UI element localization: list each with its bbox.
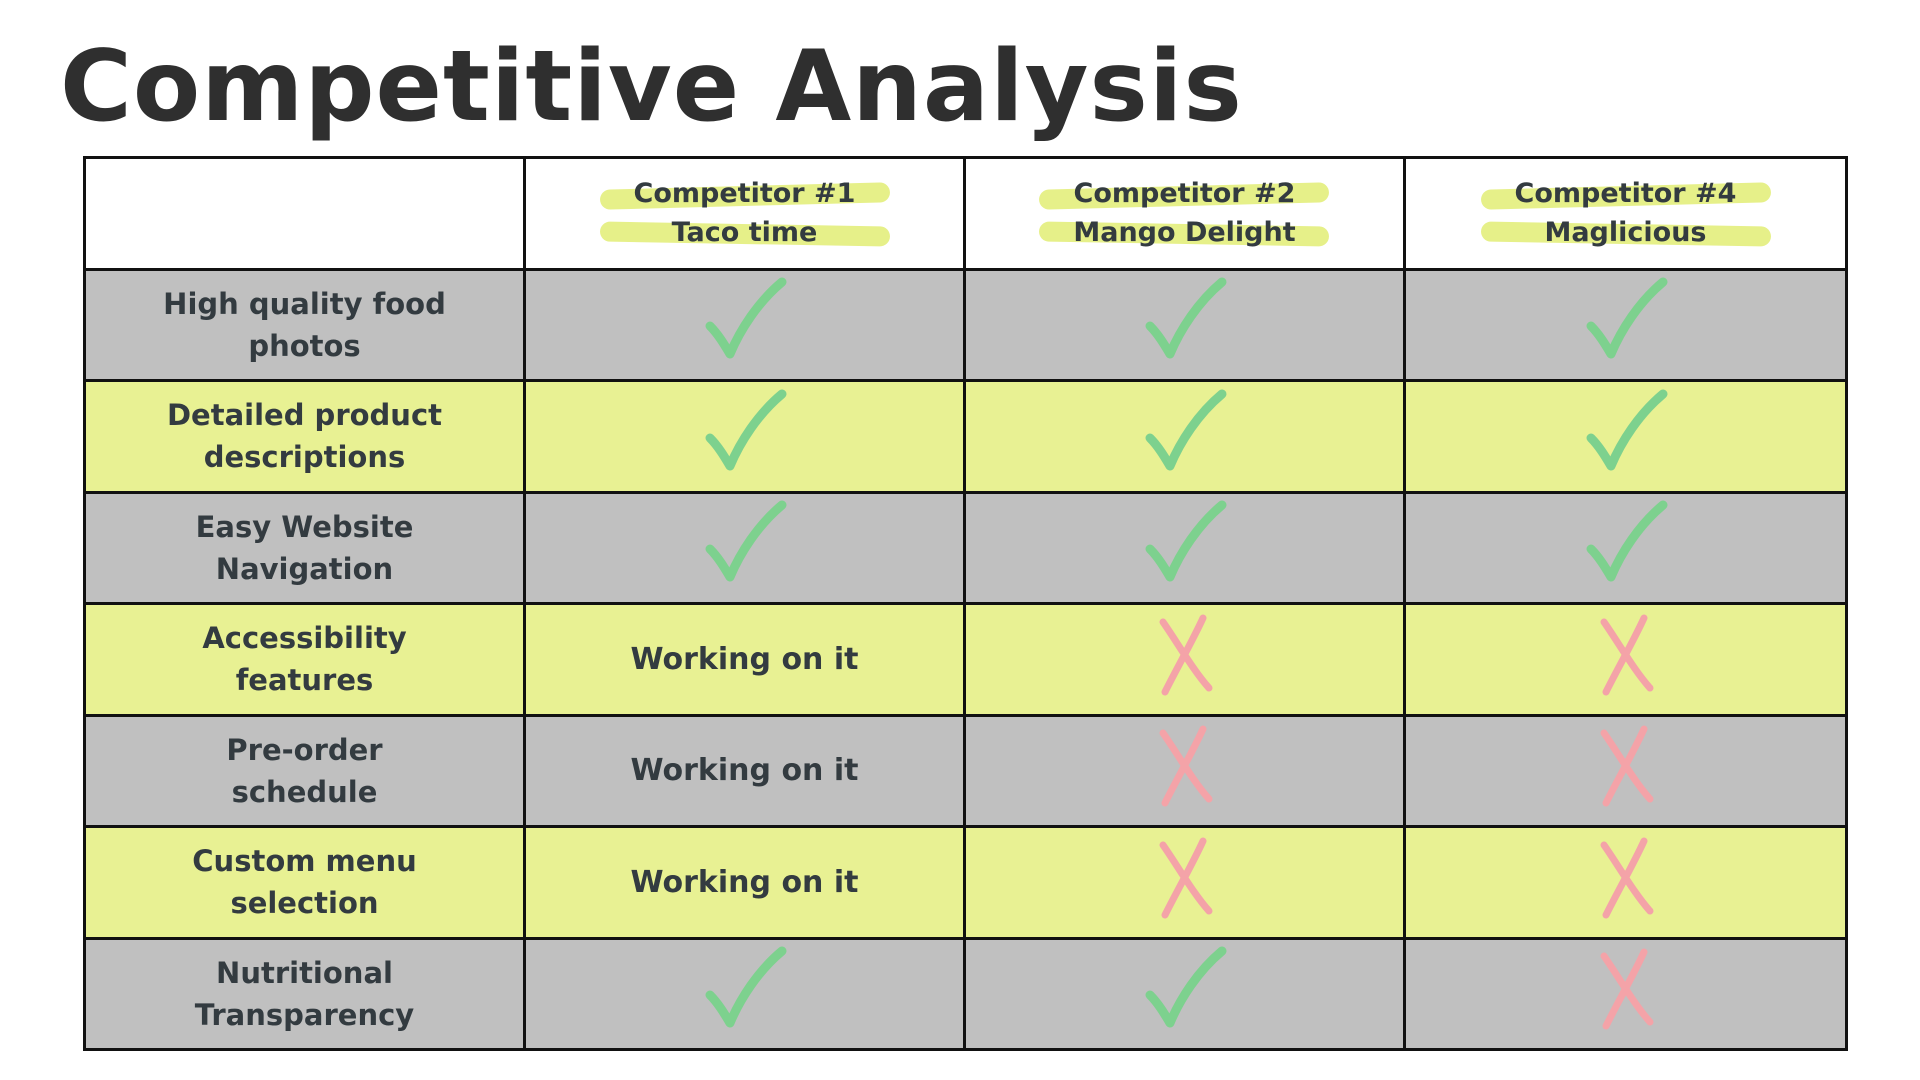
feature-cell: Pre-order schedule — [83, 713, 526, 828]
status-text: Working on it — [630, 753, 859, 788]
status-cell — [963, 936, 1406, 1051]
feature-label: Easy Website — [195, 509, 414, 544]
header-competitor-2: Competitor #2 Mango Delight — [963, 156, 1406, 271]
check-icon — [1140, 943, 1230, 1033]
status-text: Working on it — [630, 864, 859, 900]
status-cell — [1403, 379, 1848, 494]
status-cell — [963, 379, 1406, 494]
competitor-1-name: Taco time — [671, 217, 818, 249]
feature-cell: Nutritional Transparency — [83, 936, 526, 1051]
feature-label: Custom menu — [192, 844, 417, 879]
comparison-table: Competitor #1 Taco time Competitor #2 Mang… — [83, 156, 1848, 1051]
cross-icon — [1594, 612, 1658, 696]
status-cell — [963, 267, 1406, 382]
feature-label: descriptions — [203, 440, 406, 475]
status-text: Working on it — [630, 641, 859, 677]
feature-cell: Easy Website Navigation — [83, 490, 526, 605]
table-body: High quality food photos Detailed product d… — [83, 267, 1848, 1051]
status-cell — [963, 713, 1406, 828]
feature-label: selection — [230, 886, 379, 921]
cross-icon — [1153, 612, 1217, 696]
header-competitor-3: Competitor #4 Maglicious — [1403, 156, 1848, 271]
check-icon — [700, 274, 790, 364]
status-cell — [1403, 936, 1848, 1051]
status-cell — [1403, 713, 1848, 828]
check-icon — [1140, 386, 1230, 476]
feature-label: Accessibility — [202, 621, 407, 656]
page-title: Competitive Analysis — [60, 30, 1243, 144]
competitor-3-name: Maglicious — [1544, 217, 1707, 249]
status-cell — [523, 379, 966, 494]
cross-icon — [1153, 835, 1217, 919]
competitor-2-name: Mango Delight — [1073, 217, 1296, 249]
feature-cell: Detailed product descriptions — [83, 379, 526, 494]
status-cell — [523, 936, 966, 1051]
feature-label: schedule — [231, 774, 378, 809]
check-icon — [1581, 497, 1671, 587]
status-cell — [1403, 825, 1848, 940]
check-icon — [1581, 386, 1671, 476]
table-row: Pre-order schedule Working on it — [83, 713, 1848, 828]
check-icon — [1581, 274, 1671, 364]
feature-cell: Custom menu selection — [83, 825, 526, 940]
feature-label: Transparency — [194, 997, 415, 1032]
check-icon — [700, 386, 790, 476]
status-cell: Working on it — [523, 825, 966, 940]
status-cell — [963, 490, 1406, 605]
status-cell — [523, 267, 966, 382]
competitor-1-label: Competitor #1 — [633, 178, 856, 210]
check-icon — [1140, 274, 1230, 364]
feature-label: features — [235, 663, 374, 698]
status-cell — [1403, 267, 1848, 382]
status-cell: Working on it — [523, 713, 966, 828]
cross-icon — [1153, 723, 1217, 807]
cross-icon — [1594, 835, 1658, 919]
check-icon — [1140, 497, 1230, 587]
check-icon — [700, 943, 790, 1033]
status-cell — [523, 490, 966, 605]
feature-label: Detailed product — [166, 398, 443, 433]
table-row: Nutritional Transparency — [83, 936, 1848, 1051]
status-cell — [963, 602, 1406, 717]
table-row: Detailed product descriptions — [83, 379, 1848, 494]
status-cell — [1403, 602, 1848, 717]
feature-label: photos — [248, 328, 361, 363]
table-row: Accessibility features Working on it — [83, 602, 1848, 717]
header-blank-cell — [83, 156, 526, 271]
feature-label: Nutritional — [216, 955, 393, 990]
check-icon — [700, 497, 790, 587]
feature-label: High quality food — [163, 286, 446, 321]
feature-cell: Accessibility features — [83, 602, 526, 717]
header-row: Competitor #1 Taco time Competitor #2 Mang… — [83, 156, 1848, 271]
table-row: Custom menu selection Working on it — [83, 825, 1848, 940]
cross-icon — [1594, 946, 1658, 1030]
feature-label: Navigation — [215, 551, 394, 586]
header-competitor-1: Competitor #1 Taco time — [523, 156, 966, 271]
table-row: Easy Website Navigation — [83, 490, 1848, 605]
feature-cell: High quality food photos — [83, 267, 526, 382]
competitor-2-label: Competitor #2 — [1073, 178, 1296, 210]
competitor-3-label: Competitor #4 — [1514, 178, 1737, 210]
status-cell — [1403, 490, 1848, 605]
status-cell: Working on it — [523, 602, 966, 717]
cross-icon — [1594, 723, 1658, 807]
table-row: High quality food photos — [83, 267, 1848, 382]
status-cell — [963, 825, 1406, 940]
feature-label: Pre-order — [226, 732, 383, 767]
